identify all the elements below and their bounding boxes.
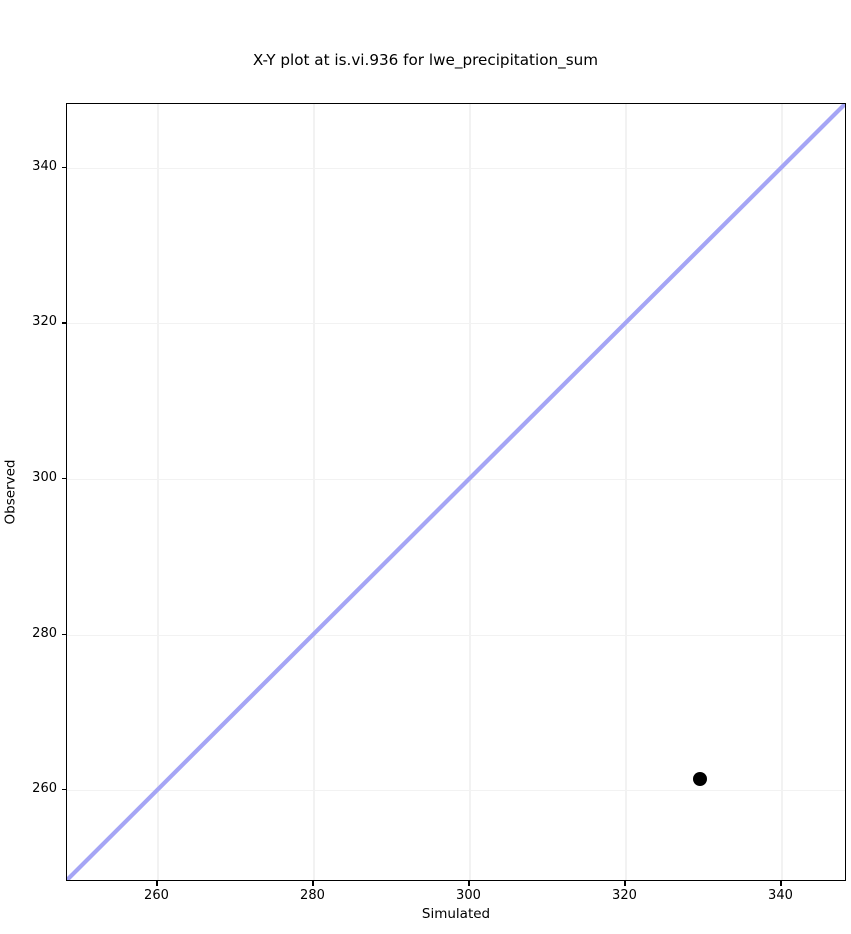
gridline-horizontal-0 bbox=[67, 790, 845, 792]
y-tick-label-1: 280 bbox=[32, 625, 57, 641]
gridline-horizontal-2 bbox=[67, 478, 845, 481]
x-tick-label-3: 320 bbox=[612, 888, 637, 903]
plot-area bbox=[66, 103, 846, 881]
x-tick-mark-3 bbox=[624, 881, 626, 886]
y-tick-mark-4 bbox=[61, 166, 66, 169]
y-tick-mark-2 bbox=[61, 477, 66, 480]
gridline-vertical-0 bbox=[157, 104, 159, 880]
x-tick-mark-0 bbox=[156, 881, 158, 886]
x-tick-label-2: 300 bbox=[456, 888, 481, 903]
y-tick-label-0: 260 bbox=[32, 781, 57, 797]
y-axis-label: Observed bbox=[0, 103, 20, 881]
y-tick-label-4: 340 bbox=[32, 158, 57, 174]
y-tick-mark-3 bbox=[61, 322, 66, 324]
x-tick-mark-1 bbox=[312, 881, 314, 886]
x-tick-mark-2 bbox=[468, 881, 470, 886]
one-to-one-reference-line bbox=[67, 104, 845, 880]
x-axis-label: Simulated bbox=[421, 906, 491, 922]
y-tick-label-2: 300 bbox=[32, 469, 57, 485]
chart-title-line-1: X-Y plot at is.vi.936 for lwe_precipitat… bbox=[252, 51, 599, 69]
x-tick-label-0: 260 bbox=[144, 888, 169, 903]
data-point-0 bbox=[692, 771, 707, 786]
y-axis-label-text: Observed bbox=[2, 459, 19, 525]
y-tick-mark-1 bbox=[61, 633, 66, 635]
gridline-vertical-1 bbox=[313, 104, 315, 880]
y-tick-label-3: 320 bbox=[32, 314, 57, 330]
y-tick-mark-0 bbox=[61, 789, 66, 791]
gridline-vertical-4 bbox=[781, 104, 783, 880]
x-tick-mark-4 bbox=[780, 881, 782, 886]
gridline-vertical-2 bbox=[469, 104, 471, 880]
gridline-horizontal-4 bbox=[67, 167, 845, 169]
gridline-vertical-3 bbox=[625, 104, 627, 880]
x-tick-label-1: 280 bbox=[300, 888, 325, 903]
x-tick-label-4: 340 bbox=[768, 888, 793, 903]
gridline-horizontal-3 bbox=[67, 323, 845, 325]
gridline-horizontal-1 bbox=[67, 634, 845, 636]
